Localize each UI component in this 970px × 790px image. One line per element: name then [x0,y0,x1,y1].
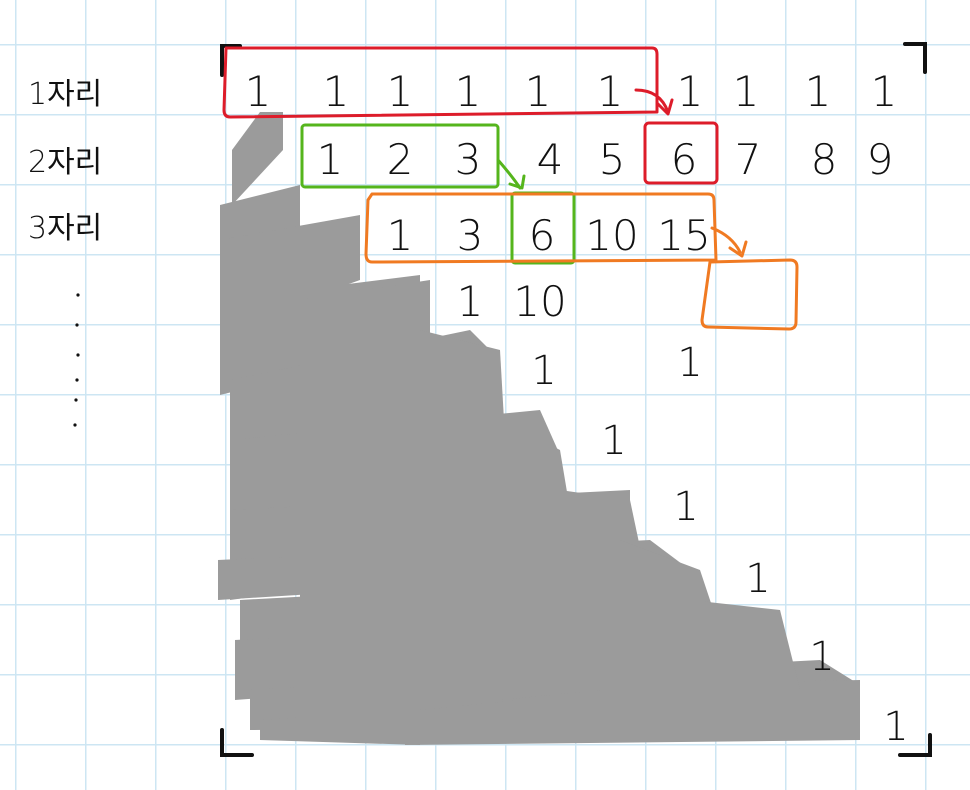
bracket-bottom-right [898,733,932,757]
row1-digit: 1 [323,67,350,116]
row3-digit: 1 [387,211,414,260]
row2-digit: 9 [867,135,894,184]
red-arrowhead [656,98,674,116]
orange-arrow [710,226,742,254]
shaded-region [218,112,860,745]
row2-digit: 4 [537,135,564,184]
row1-digit: 1 [245,67,272,116]
row2-digit: 3 [455,135,482,184]
row-label-1: 1자리 [28,77,102,112]
row4-digit: 10 [513,277,566,326]
diagonal-one: 1 [673,484,698,530]
row1-digit: 1 [733,67,760,116]
row-4-digits: 1 10 [457,277,567,326]
diagonal-one: 1 [745,556,770,602]
diagonal-one: 1 [531,348,556,394]
orange-sum-box [364,192,718,264]
diagonal-ones: 1 1 1 1 1 1 1 [531,340,908,750]
row4-digit: 1 [457,277,484,326]
orange-annotation [364,192,799,331]
diagonal-one: 1 [677,340,702,386]
row2-digit: 2 [387,135,414,184]
ellipsis-dots [73,293,80,427]
row1-digit: 1 [525,67,552,116]
row2-digit: 8 [811,135,838,184]
row-label-2: 2자리 [28,145,102,180]
row2-digit: 5 [599,135,626,184]
row1-digit: 1 [677,67,704,116]
row1-digit: 1 [455,67,482,116]
row1-digit: 1 [597,67,624,116]
row1-digit: 1 [871,67,898,116]
orange-arrowhead [728,240,748,258]
green-sum-box [300,123,500,189]
row3-digit: 3 [457,211,484,260]
red-sum-box [222,46,659,119]
bracket-bottom-left [220,728,254,757]
corner-brackets [220,42,932,757]
bracket-top-right [903,42,927,74]
row-3-digits: 1 3 6 10 15 [387,211,711,260]
row1-digit: 1 [387,67,414,116]
red-result-box [643,121,719,185]
diagonal-one: 1 [809,634,834,680]
red-arrow [634,88,670,114]
row-label-3: 3자리 [28,211,102,246]
row3-digit: 6 [529,211,556,260]
row3-digit: 15 [657,211,710,260]
orange-empty-result-box [700,258,799,331]
row2-digit: 1 [317,135,344,184]
diagonal-one: 1 [601,418,626,464]
row2-digit: 7 [735,135,762,184]
red-annotation [222,46,719,185]
row-2-digits: 1 2 3 4 5 6 7 8 9 [317,135,894,184]
bracket-top-left [220,44,242,77]
row3-digit: 10 [585,211,638,260]
diagonal-one: 1 [883,704,908,750]
green-arrowhead [508,174,526,190]
row2-digit: 6 [671,135,698,184]
row-1-digits: 1 1 1 1 1 1 1 1 1 1 [245,67,898,116]
row1-digit: 1 [805,67,832,116]
